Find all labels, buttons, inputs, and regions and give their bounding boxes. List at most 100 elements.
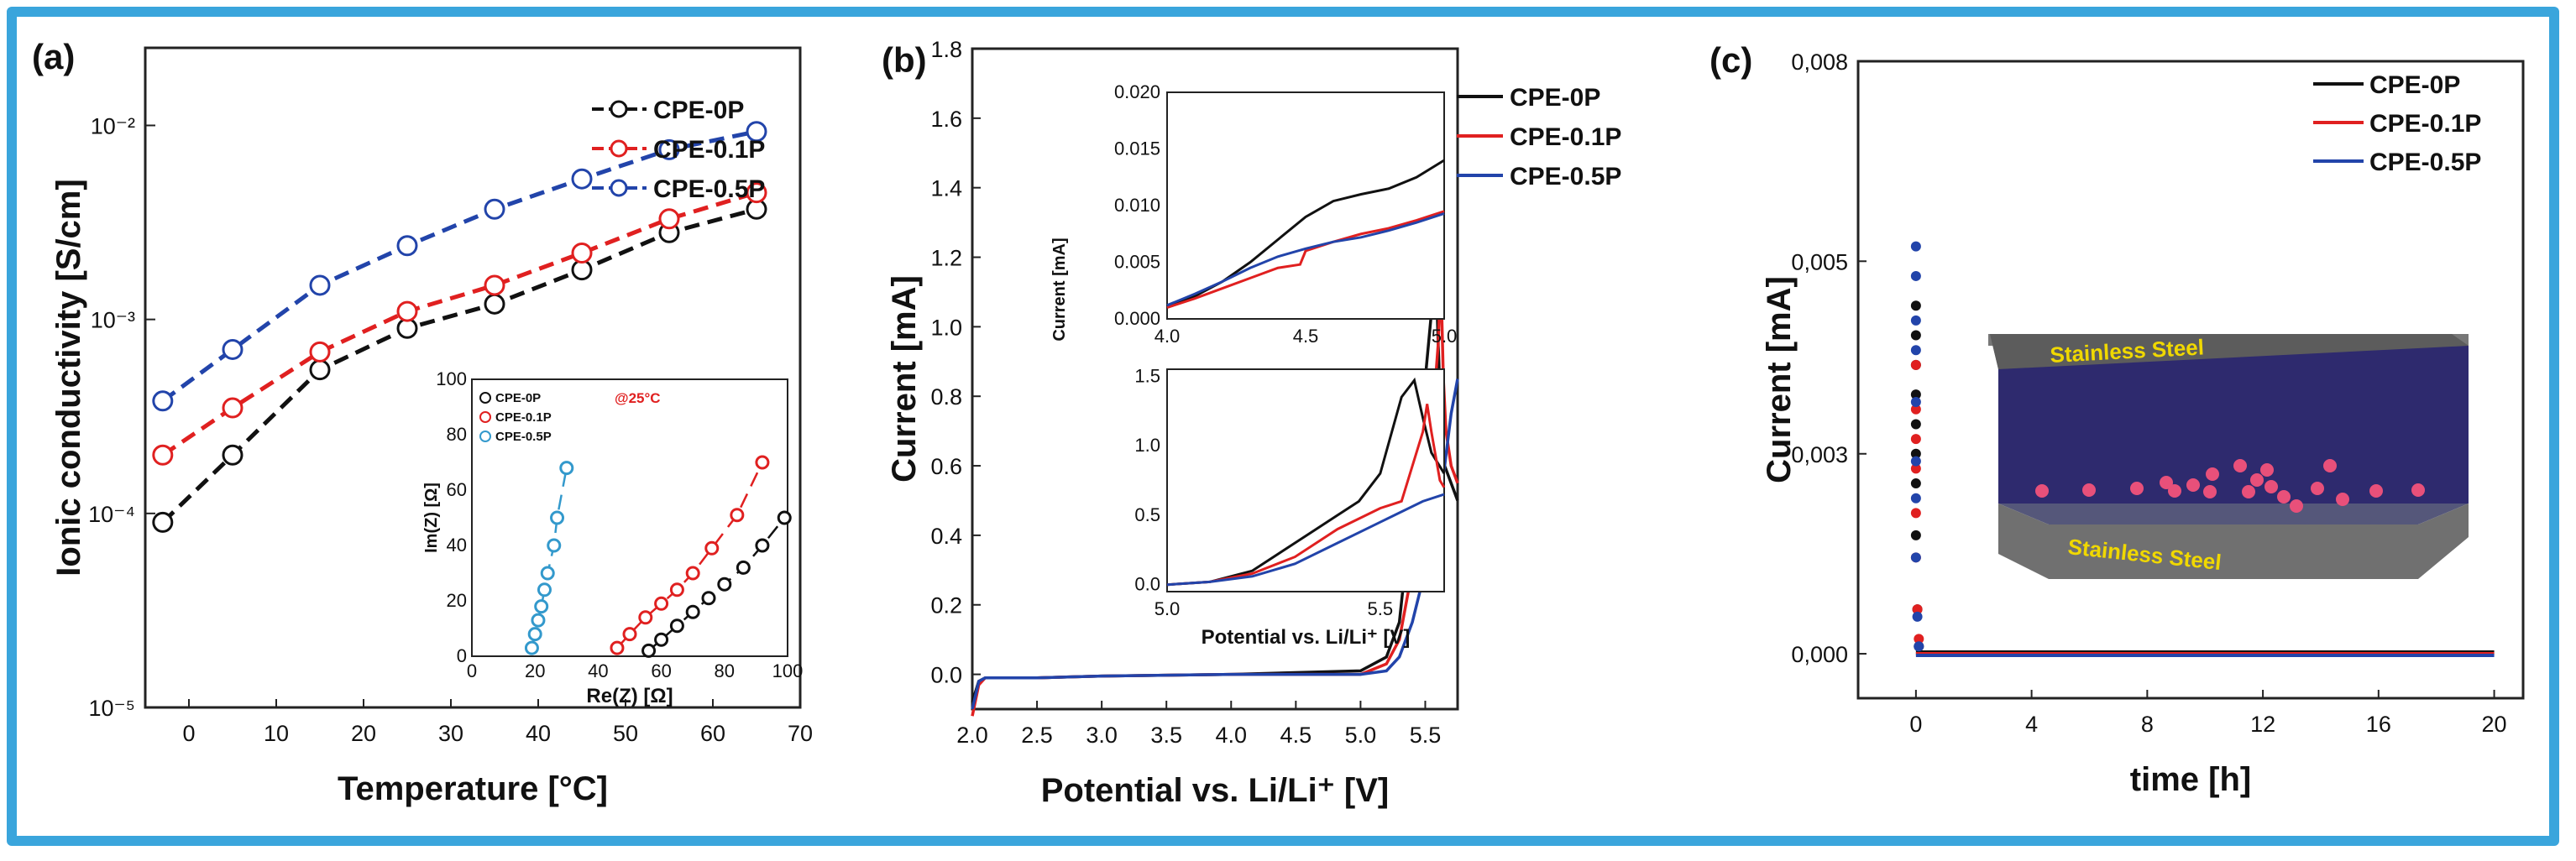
panel-b-inset-bottom-ytick-label: 1.0 <box>1134 435 1160 456</box>
panel-c-series-point <box>1910 270 1921 281</box>
panel-b-inset-top-xtick-label: 5.0 <box>1432 326 1458 347</box>
panel-a-xtick-label: 40 <box>526 721 551 746</box>
panel-a-inset-xtick-label: 80 <box>715 660 735 681</box>
panel-b-xtick-label: 5.0 <box>1345 723 1377 748</box>
panel-c-series-point <box>1910 396 1921 407</box>
panel-a-series-point <box>658 208 680 230</box>
panel-a-series-point <box>571 168 593 190</box>
panel-b-ylabel: Current [mA] <box>886 275 923 483</box>
panel-a-inset-series-point <box>537 582 552 597</box>
panel-a-series-point <box>658 138 680 160</box>
panel-c-series-point <box>1910 241 1921 252</box>
panel-a-series-point <box>396 300 418 322</box>
cell-particle-icon <box>2168 484 2181 498</box>
panel-c-series-point <box>1910 419 1921 430</box>
panel-a-xtick-label: 30 <box>438 721 463 746</box>
panel-a-inset-legend-label: CPE-0P <box>495 391 541 405</box>
panel-a-series-point <box>396 235 418 257</box>
panel-a-xtick-label: 10 <box>264 721 289 746</box>
panel-a-inset-series-point <box>701 591 716 606</box>
panel-c-series-point <box>1910 345 1921 356</box>
panel-b-inset-top-series-line <box>1166 212 1445 307</box>
panel-c: (c) 0 4 8 12 16 20 0,000 0,003 0,005 0,008 time [h]… <box>1709 40 2525 798</box>
panel-a-inset-series-point <box>540 566 555 581</box>
panel-c-series-point <box>1910 530 1921 540</box>
panel-c-series-point <box>1910 478 1921 489</box>
panel-a-inset-xtick-label: 0 <box>467 660 477 681</box>
panel-a-legend-marker <box>610 139 628 158</box>
panel-a-legend-label: CPE-0.1P <box>653 136 765 164</box>
panel-b-ytick-label: 0.8 <box>930 384 962 410</box>
panel-a-inset-legend-marker <box>479 392 491 404</box>
panel-a-inset-series-point <box>654 596 669 611</box>
panel-a-legend-label: CPE-0P <box>653 97 744 124</box>
panel-c-xtick-label: 20 <box>2482 712 2507 737</box>
cell-electrolyte-icon <box>1998 346 2469 504</box>
panel-b-ytick-label: 0.2 <box>930 593 962 618</box>
cell-particle-icon <box>2264 480 2278 493</box>
panel-a-inset-series-point <box>717 577 732 592</box>
panel-c-series-point <box>1912 611 1923 622</box>
panel-a-inset-ytick-label: 0 <box>457 645 467 666</box>
cell-particle-icon <box>2130 482 2144 495</box>
panel-a-inset-series-point <box>622 627 637 642</box>
panel-b-label: (b) <box>882 40 927 80</box>
panel-b-ytick-label: 1.2 <box>930 246 962 271</box>
panel-c-axes <box>1856 60 2525 700</box>
panel-c-series-point <box>1910 448 1921 459</box>
panel-a-inset-annotation: @25°C <box>615 390 661 406</box>
panel-a-series-point <box>484 198 505 220</box>
cell-particle-icon <box>2233 459 2247 472</box>
panel-b-xtick-label: 3.5 <box>1150 723 1182 748</box>
panel-a-inset-series-point <box>641 643 657 658</box>
panel-b-inset-top-axes <box>1166 91 1445 320</box>
panel-a-inset-series-point <box>736 560 751 575</box>
panel-b-ytick-label: 1.8 <box>930 37 962 62</box>
panel-b-legend-label: CPE-0.1P <box>1510 123 1621 151</box>
panel-a-inset-series-point <box>559 461 574 476</box>
panel-a-inset-series-point <box>654 632 669 647</box>
panel-c-legend-label: CPE-0.5P <box>2369 149 2481 176</box>
panel-a-xtick-label: 60 <box>700 721 725 746</box>
cell-bottom-plate-top-icon <box>1998 504 2469 524</box>
panel-b-inset-top-xtick-label: 4.0 <box>1154 326 1181 347</box>
panel-c-series-point <box>1910 434 1921 445</box>
panel-b-inset-top-ytick-label: 0.015 <box>1114 138 1160 159</box>
panel-b-xtick-label: 4.5 <box>1280 723 1312 748</box>
panel-a-inset-ytick-label: 40 <box>447 535 467 556</box>
panel-a-inset-series-point <box>531 613 546 628</box>
panel-c-series-point <box>1910 493 1921 504</box>
panel-b-ytick-label: 0.0 <box>930 663 962 688</box>
panel-a-ylabel: Ionic conductivity [S/cm] <box>50 179 87 576</box>
cell-particle-icon <box>2260 463 2274 477</box>
panel-a-label: (a) <box>32 37 75 76</box>
panel-a-inset-series-point <box>610 640 625 655</box>
panel-b-inset-ylabel: Current [mA] <box>1050 237 1069 341</box>
panel-a-inset-series-point <box>669 618 684 634</box>
panel-a-inset-series-point <box>547 538 562 553</box>
panel-a-ytick-label: 10⁻³ <box>91 308 135 333</box>
panel-c-series-point <box>1910 456 1921 467</box>
panel-c-series-point <box>1910 300 1921 311</box>
panel-a-series-point <box>484 274 505 296</box>
panel-b-inset-top-ytick-label: 0.005 <box>1114 252 1160 273</box>
panel-a-ytick-label: 10⁻⁵ <box>89 696 135 721</box>
panel-b-ytick-label: 1.6 <box>930 107 962 132</box>
panel-b-xlabel: Potential vs. Li/Li⁺ [V] <box>1041 772 1390 809</box>
panel-a-inset-series-point <box>730 508 745 523</box>
panel-b-inset-bottom-ytick-label: 1.5 <box>1134 365 1160 386</box>
panel-c-ytick-label: 0,008 <box>1791 50 1848 75</box>
panel-a-inset-xlabel: Re(Z) [Ω] <box>586 685 673 707</box>
panel-c-series-point <box>1910 508 1921 519</box>
panel-a-inset-series-point <box>704 540 720 556</box>
panel-a-inset-series-point <box>755 538 770 553</box>
panel-c-series-point <box>1910 389 1921 400</box>
panel-c-legend-label: CPE-0.1P <box>2369 110 2481 138</box>
panel-a-series-point <box>309 359 331 381</box>
panel-b-inset-bottom-xtick-label: 5.5 <box>1368 598 1394 619</box>
panel-a-inset-series-point <box>534 599 549 614</box>
panel-a-inset-series-point <box>777 510 792 525</box>
panel-b-xtick-label: 3.0 <box>1086 723 1118 748</box>
panel-a-inset-legend-label: CPE-0.5P <box>495 430 552 444</box>
